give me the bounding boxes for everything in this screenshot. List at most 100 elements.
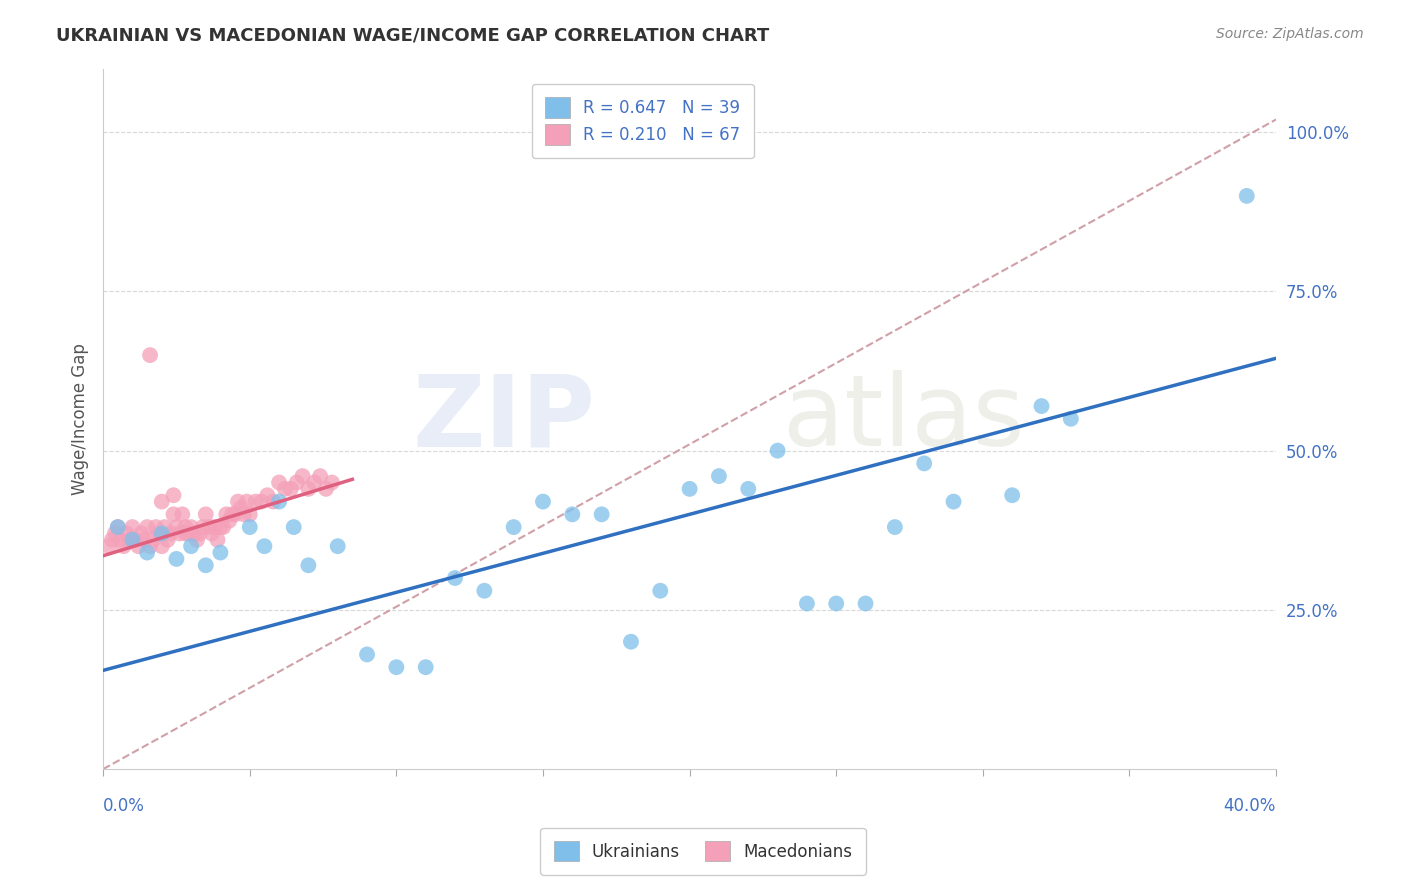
- Point: [561, 508, 583, 522]
- Text: 0.0%: 0.0%: [103, 797, 145, 815]
- Point: [472, 583, 495, 598]
- Point: [101, 533, 124, 547]
- Point: [107, 520, 129, 534]
- Point: [883, 520, 905, 534]
- Point: [162, 508, 184, 522]
- Text: atlas: atlas: [783, 370, 1025, 467]
- Point: [531, 494, 554, 508]
- Point: [285, 475, 308, 490]
- Point: [1031, 399, 1053, 413]
- Point: [221, 508, 243, 522]
- Point: [236, 494, 259, 508]
- Point: [209, 545, 232, 559]
- Point: [165, 552, 187, 566]
- Point: [267, 494, 290, 508]
- Point: [737, 482, 759, 496]
- Point: [194, 508, 217, 522]
- Point: [678, 482, 700, 496]
- Point: [174, 526, 197, 541]
- Point: [224, 508, 246, 522]
- Point: [942, 494, 965, 508]
- Point: [127, 539, 149, 553]
- Point: [297, 558, 319, 573]
- Point: [855, 597, 877, 611]
- Point: [650, 583, 672, 598]
- Point: [169, 526, 191, 541]
- Point: [180, 520, 202, 534]
- Point: [174, 520, 197, 534]
- Point: [444, 571, 467, 585]
- Point: [194, 558, 217, 573]
- Point: [148, 526, 170, 541]
- Point: [315, 482, 337, 496]
- Point: [145, 520, 167, 534]
- Point: [180, 539, 202, 553]
- Point: [183, 526, 205, 541]
- Point: [218, 514, 240, 528]
- Point: [197, 520, 219, 534]
- Text: ZIP: ZIP: [413, 370, 596, 467]
- Point: [98, 539, 121, 553]
- Point: [129, 526, 152, 541]
- Text: UKRAINIAN VS MACEDONIAN WAGE/INCOME GAP CORRELATION CHART: UKRAINIAN VS MACEDONIAN WAGE/INCOME GAP …: [56, 27, 769, 45]
- Point: [124, 533, 146, 547]
- Point: [139, 539, 162, 553]
- Point: [291, 469, 314, 483]
- Point: [191, 520, 214, 534]
- Point: [502, 520, 524, 534]
- Point: [215, 508, 238, 522]
- Point: [620, 634, 643, 648]
- Point: [172, 508, 194, 522]
- Point: [153, 520, 176, 534]
- Point: [165, 520, 187, 534]
- Point: [136, 520, 159, 534]
- Point: [280, 482, 302, 496]
- Point: [239, 508, 262, 522]
- Point: [229, 500, 252, 515]
- Point: [250, 494, 273, 508]
- Point: [188, 526, 211, 541]
- Point: [256, 488, 278, 502]
- Point: [112, 539, 135, 553]
- Point: [201, 526, 224, 541]
- Point: [134, 533, 156, 547]
- Text: 40.0%: 40.0%: [1223, 797, 1277, 815]
- Point: [212, 520, 235, 534]
- Point: [309, 469, 332, 483]
- Point: [796, 597, 818, 611]
- Point: [121, 520, 143, 534]
- Point: [415, 660, 437, 674]
- Point: [104, 526, 127, 541]
- Point: [591, 508, 613, 522]
- Point: [385, 660, 408, 674]
- Point: [115, 526, 138, 541]
- Point: [159, 526, 181, 541]
- Point: [766, 443, 789, 458]
- Point: [297, 482, 319, 496]
- Point: [142, 533, 165, 547]
- Point: [207, 533, 229, 547]
- Point: [139, 348, 162, 362]
- Point: [274, 482, 297, 496]
- Text: Source: ZipAtlas.com: Source: ZipAtlas.com: [1216, 27, 1364, 41]
- Point: [825, 597, 848, 611]
- Point: [1001, 488, 1024, 502]
- Point: [156, 533, 179, 547]
- Point: [150, 494, 173, 508]
- Point: [226, 494, 249, 508]
- Point: [707, 469, 730, 483]
- Point: [245, 494, 267, 508]
- Point: [267, 475, 290, 490]
- Legend: Ukrainians, Macedonians: Ukrainians, Macedonians: [540, 828, 866, 875]
- Point: [1060, 412, 1083, 426]
- Point: [304, 475, 326, 490]
- Point: [262, 494, 284, 508]
- Point: [204, 520, 226, 534]
- Point: [162, 488, 184, 502]
- Y-axis label: Wage/Income Gap: Wage/Income Gap: [72, 343, 89, 495]
- Point: [326, 539, 349, 553]
- Point: [121, 533, 143, 547]
- Point: [356, 648, 378, 662]
- Point: [107, 520, 129, 534]
- Point: [136, 545, 159, 559]
